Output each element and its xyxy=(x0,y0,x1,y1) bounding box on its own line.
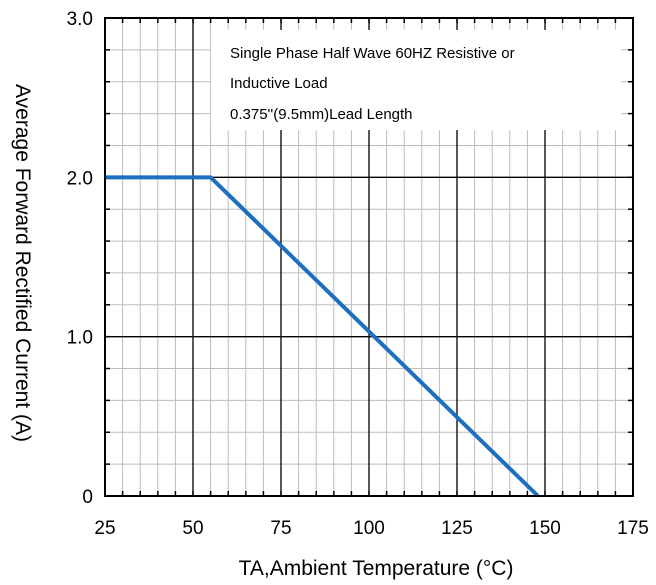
y-tick-label: 3.0 xyxy=(67,9,93,30)
y-tick-label: 1.0 xyxy=(67,328,93,349)
x-tick-label: 150 xyxy=(529,518,561,539)
x-tick-label: 125 xyxy=(441,518,473,539)
y-tick-labels: 0 1.0 2.0 3.0 xyxy=(67,9,93,508)
plot-frame xyxy=(104,17,634,497)
annotation-line-3: 0.375''(9.5mm)Lead Length xyxy=(230,106,413,123)
x-axis-title: TA,Ambient Temperature (°C) xyxy=(239,557,514,580)
annotation-line-1: Single Phase Half Wave 60HZ Resistive or xyxy=(230,45,515,62)
y-tick-label: 2.0 xyxy=(67,168,93,189)
annotation-line-2: Inductive Load xyxy=(230,75,328,92)
x-tick-label: 50 xyxy=(182,518,203,539)
annotation-box xyxy=(211,30,621,130)
x-tick-labels: 25 50 75 100 125 150 175 xyxy=(94,518,648,539)
y-axis-title: Average Forward Rectified Current (A) xyxy=(11,84,34,442)
series-line-1 xyxy=(105,175,540,498)
x-tick-label: 100 xyxy=(353,518,385,539)
annotations: Single Phase Half Wave 60HZ Resistive or… xyxy=(230,45,515,123)
x-tick-label: 75 xyxy=(270,518,291,539)
y-tick-label: 0 xyxy=(82,487,93,508)
x-tick-label: 175 xyxy=(617,518,649,539)
series-layer xyxy=(105,175,540,498)
x-tick-label: 25 xyxy=(94,518,115,539)
